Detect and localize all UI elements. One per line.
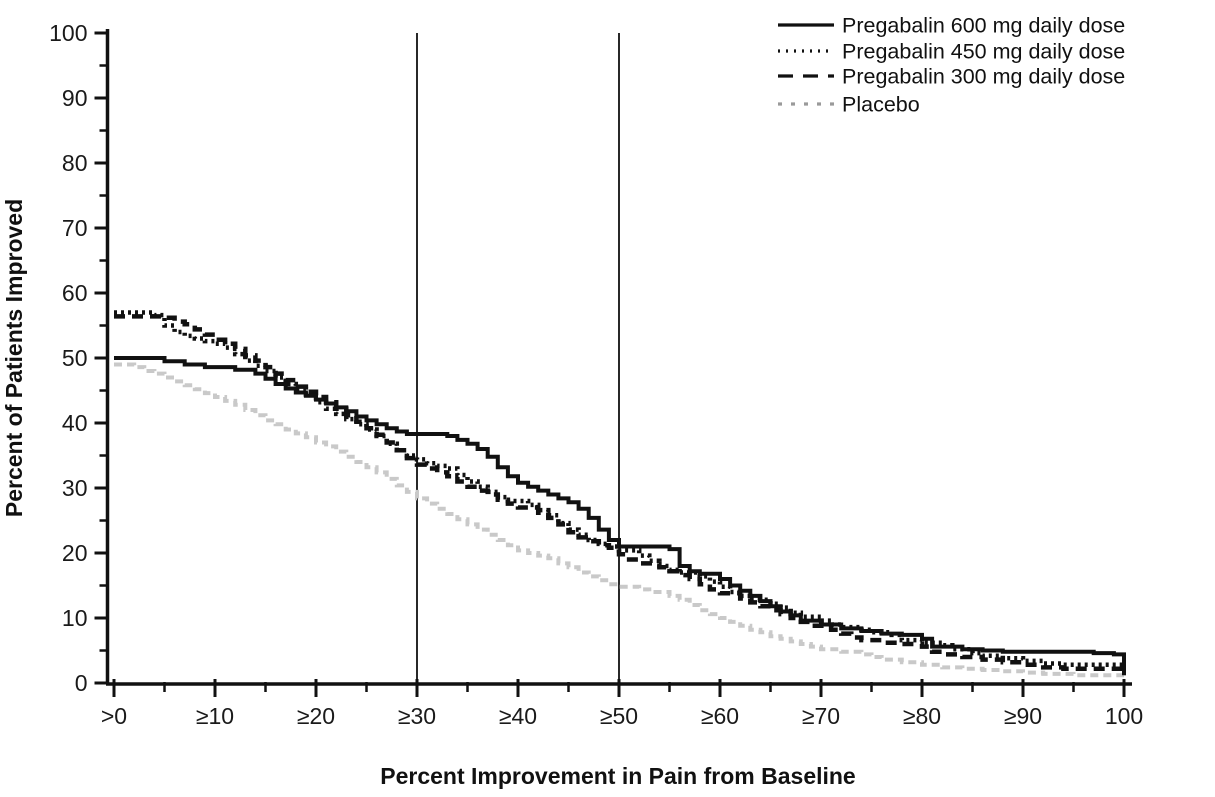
y-tick-label: 70 — [62, 215, 88, 241]
legend-label: Pregabalin 600 mg daily dose — [842, 14, 1125, 38]
legend-label: Placebo — [842, 93, 920, 117]
x-tick-label: 100 — [1105, 703, 1143, 729]
y-tick-label: 20 — [62, 540, 88, 566]
y-tick-label: 100 — [49, 20, 87, 46]
x-tick-label: ≥60 — [701, 703, 739, 729]
y-tick-label: 50 — [62, 345, 88, 371]
y-tick-label: 80 — [62, 150, 88, 176]
y-tick-label: 10 — [62, 605, 88, 631]
x-tick-label: ≥30 — [398, 703, 436, 729]
series-line-placebo — [114, 362, 1126, 678]
y-tick-label: 40 — [62, 410, 88, 436]
x-tick-label: ≥80 — [903, 703, 941, 729]
x-tick-label: ≥50 — [600, 703, 638, 729]
x-tick-label: ≥70 — [802, 703, 840, 729]
series-line-pregabalin-600-mg-daily-dose — [114, 356, 1126, 676]
y-tick-label: 90 — [62, 85, 88, 111]
x-tick-label: ≥20 — [297, 703, 335, 729]
x-tick-label: ≥10 — [196, 703, 234, 729]
legend-label: Pregabalin 300 mg daily dose — [842, 65, 1125, 89]
legend-label: Pregabalin 450 mg daily dose — [842, 40, 1125, 64]
x-tick-label: ≥40 — [499, 703, 537, 729]
y-tick-label: 30 — [62, 475, 88, 501]
x-axis-title: Percent Improvement in Pain from Baselin… — [380, 763, 855, 789]
plot-layer: 0 10 20 30 40 50 60 70 80 90 100 >0 ≥10 ≥20 ≥30 ≥40 ≥50 ≥… — [49, 14, 1143, 730]
y-tick-label: 60 — [62, 280, 88, 306]
y-axis-title: Percent of Patients Improved — [1, 199, 27, 517]
x-tick-label: >0 — [101, 703, 127, 729]
y-tick-label: 0 — [75, 670, 88, 696]
x-tick-label: ≥90 — [1004, 703, 1042, 729]
